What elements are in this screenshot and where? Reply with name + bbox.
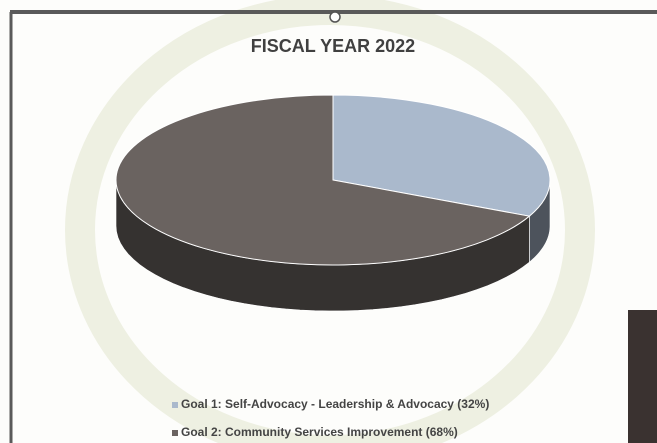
pie-slice — [332, 94, 551, 217]
pie-slice — [115, 94, 531, 266]
handle — [329, 11, 341, 23]
pie — [115, 94, 551, 312]
legend: Goal 1: Self-Advocacy - Leadership & Adv… — [172, 397, 489, 439]
legend-swatch — [172, 402, 178, 408]
legend-label: Goal 2: Community Services Improvement (… — [181, 425, 458, 439]
chart-title: FISCAL YEAR 2022 — [251, 36, 415, 56]
legend-swatch — [172, 430, 178, 436]
legend-label: Goal 1: Self-Advocacy - Leadership & Adv… — [181, 397, 489, 411]
photo-edge — [628, 310, 657, 443]
